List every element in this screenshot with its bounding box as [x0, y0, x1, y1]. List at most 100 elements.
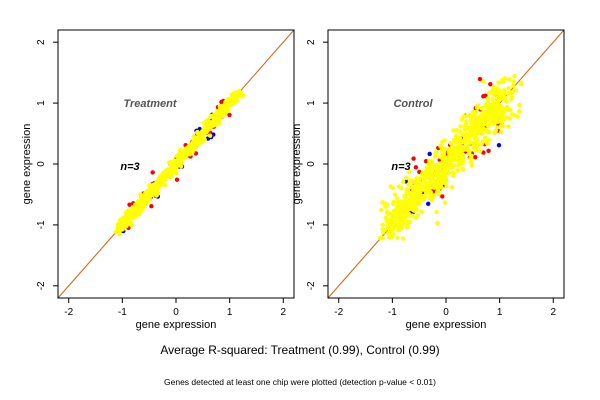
yellow-point	[436, 176, 441, 182]
red-point	[193, 151, 199, 156]
yellow-point	[512, 73, 517, 79]
y-tick-label: 2	[306, 39, 317, 45]
yellow-point	[506, 124, 511, 129]
yellow-point	[516, 109, 522, 114]
yellow-point	[162, 182, 168, 188]
yellow-point	[485, 123, 491, 129]
red-point	[227, 112, 232, 118]
red-point	[477, 76, 483, 82]
y-tick-label: 1	[36, 100, 47, 106]
yellow-point	[414, 176, 419, 181]
red-point	[481, 94, 486, 99]
blue-point	[496, 143, 502, 148]
control-panel: -2 -1 0 1 2 -2 -1 0 1 2 gene expression gene expres…	[291, 29, 565, 331]
panel-title: Control	[393, 98, 433, 110]
red-point	[411, 156, 416, 161]
yellow-point	[456, 159, 462, 165]
yellow-point	[404, 175, 409, 181]
yellow-point	[193, 139, 198, 145]
yellow-point	[495, 125, 500, 130]
yellow-point	[492, 130, 497, 136]
yellow-point	[485, 141, 490, 147]
yellow-point	[451, 170, 456, 175]
yellow-point	[473, 147, 479, 153]
yellow-point	[475, 103, 480, 108]
yellow-point	[449, 144, 455, 150]
yellow-point	[467, 113, 472, 118]
yellow-point	[178, 156, 184, 162]
yellow-point	[397, 203, 403, 209]
yellow-point	[494, 97, 500, 103]
yellow-point	[406, 182, 411, 187]
yellow-point	[509, 95, 515, 101]
yellow-point	[135, 208, 141, 214]
yellow-point	[120, 227, 125, 232]
yellow-point	[470, 122, 476, 128]
yellow-point	[491, 109, 496, 115]
yellow-point	[507, 77, 512, 82]
yellow-point	[511, 79, 517, 84]
yellow-point	[404, 224, 410, 230]
yellow-point	[422, 194, 428, 200]
yellow-point	[413, 215, 419, 220]
yellow-point	[426, 161, 431, 167]
x-tick-label: -2	[334, 307, 343, 318]
y-tick-label: -2	[36, 281, 47, 290]
yellow-point	[386, 231, 391, 236]
yellow-point	[462, 127, 468, 132]
yellow-point	[202, 137, 207, 142]
yellow-point	[431, 194, 436, 200]
yellow-point	[395, 235, 400, 241]
yellow-point	[445, 170, 450, 176]
yellow-point	[380, 200, 385, 205]
red-point	[488, 82, 493, 87]
yellow-point	[499, 105, 505, 110]
yellow-point	[229, 92, 234, 97]
yellow-point	[390, 224, 396, 230]
yellow-point	[515, 114, 520, 119]
yellow-point	[127, 212, 133, 218]
detection-footnote: Genes detected at least one chip were pl…	[164, 377, 436, 387]
y-tick-label: -2	[306, 281, 317, 290]
yellow-point	[478, 148, 483, 154]
yellow-point	[447, 156, 453, 162]
blue-point	[427, 151, 432, 157]
yellow-point	[145, 194, 150, 200]
yellow-point	[403, 206, 409, 212]
yellow-point	[501, 117, 506, 122]
yellow-point	[422, 185, 428, 191]
red-point	[174, 177, 180, 182]
yellow-point	[213, 113, 219, 118]
yellow-point	[173, 165, 178, 171]
y-axis-label: gene expression	[291, 124, 303, 205]
yellow-point	[466, 137, 471, 143]
yellow-point	[410, 207, 416, 212]
red-point	[150, 170, 155, 175]
yellow-point	[138, 192, 143, 197]
yellow-point	[206, 122, 212, 128]
yellow-point	[475, 128, 481, 134]
yellow-point	[444, 183, 449, 189]
yellow-point	[496, 89, 502, 94]
yellow-point	[392, 192, 398, 197]
yellow-point	[174, 171, 179, 176]
x-tick-label: 0	[173, 307, 179, 318]
x-tick-label: 0	[443, 307, 449, 318]
yellow-point	[460, 147, 466, 153]
yellow-point	[490, 96, 495, 102]
yellow-point	[140, 201, 146, 206]
yellow-point	[469, 162, 474, 168]
yellow-point	[391, 210, 397, 216]
yellow-point	[427, 195, 433, 201]
yellow-point	[506, 85, 511, 91]
yellow-point	[465, 147, 470, 152]
yellow-point	[206, 118, 211, 123]
y-tick-label: 0	[306, 161, 317, 167]
yellow-point	[441, 175, 447, 181]
yellow-point	[444, 165, 449, 171]
yellow-point	[501, 79, 506, 85]
yellow-point	[503, 76, 508, 81]
yellow-point	[406, 202, 412, 208]
yellow-point	[159, 179, 164, 185]
r-squared-caption: Average R-squared: Treatment (0.99), Con…	[160, 343, 440, 357]
